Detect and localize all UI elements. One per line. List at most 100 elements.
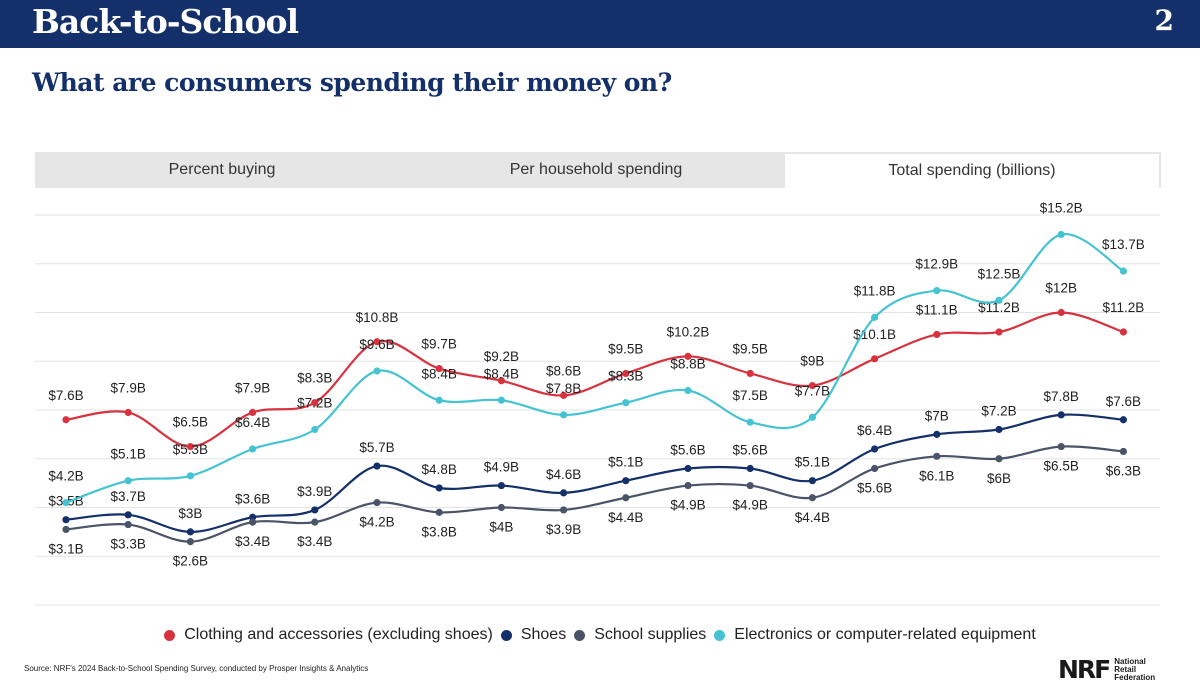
data-label-school-supplies: $6.3B [1106, 463, 1141, 478]
data-point-school-supplies [746, 481, 754, 490]
data-label-school-supplies: $4.4B [608, 510, 643, 525]
data-label-electronics: $9.6B [359, 337, 394, 352]
data-label-school-supplies: $4.4B [795, 510, 830, 525]
data-point-clothing [124, 408, 132, 417]
data-point-school-supplies [311, 518, 319, 526]
series-line-electronics [65, 233, 1125, 504]
data-point-clothing [186, 442, 194, 451]
source-note: Source: NRF's 2024 Back-to-School Spendi… [24, 664, 369, 673]
tab-total-spending[interactable]: Total spending (billions) [783, 152, 1161, 188]
data-label-school-supplies: $3.4B [297, 534, 332, 549]
data-label-clothing: $7.9B [111, 380, 146, 395]
data-label-clothing: $6.5B [173, 415, 208, 430]
data-label-clothing: $10.2B [667, 324, 710, 339]
data-point-school-supplies [560, 506, 568, 514]
data-label-shoes: $5.1B [608, 455, 643, 470]
data-label-shoes: $5.6B [670, 443, 705, 458]
header-bar: Back-to-School 2 [0, 0, 1200, 48]
data-point-electronics [1057, 230, 1065, 239]
data-point-school-supplies [124, 520, 132, 529]
data-label-clothing: $9B [800, 354, 824, 369]
data-point-clothing [560, 391, 568, 399]
data-point-shoes [995, 425, 1003, 434]
series-line-shoes [65, 413, 1124, 533]
data-point-school-supplies [186, 538, 194, 546]
data-point-shoes [124, 511, 132, 519]
legend-dot-school-supplies [574, 629, 586, 641]
page-number: 2 [1154, 4, 1174, 37]
data-point-electronics [186, 472, 194, 480]
data-label-electronics: $5.1B [111, 447, 146, 462]
data-label-school-supplies: $3.3B [111, 537, 146, 552]
data-label-clothing: $9.5B [608, 341, 643, 356]
data-label-school-supplies: $4.9B [670, 498, 705, 513]
data-label-school-supplies: $5.6B [857, 481, 892, 496]
data-label-clothing: $11.1B [916, 302, 958, 317]
data-point-electronics [373, 367, 381, 375]
legend-label-school-supplies: School supplies [594, 626, 707, 643]
data-label-school-supplies: $3.8B [422, 524, 457, 539]
data-point-school-supplies [684, 481, 692, 490]
data-point-clothing [746, 369, 754, 378]
data-label-shoes: $6.4B [857, 423, 892, 438]
data-point-electronics [311, 425, 319, 434]
data-label-shoes: $7.2B [981, 404, 1016, 419]
legend-label-clothing: Clothing and accessories (excluding shoe… [184, 626, 493, 643]
data-label-clothing: $9.2B [484, 349, 519, 364]
data-label-electronics: $5.3B [173, 442, 208, 457]
data-label-shoes: $4.8B [422, 462, 457, 477]
data-label-shoes: $3.9B [297, 484, 332, 499]
data-point-clothing [684, 352, 692, 360]
data-point-shoes [1057, 411, 1065, 419]
data-label-electronics: $12.5B [978, 266, 1021, 281]
data-label-shoes: $7.6B [1106, 394, 1141, 409]
data-point-school-supplies [249, 518, 257, 526]
data-label-electronics: $7.8B [546, 381, 581, 396]
data-point-electronics [435, 396, 443, 404]
data-point-electronics [995, 296, 1003, 304]
data-label-school-supplies: $3.9B [546, 522, 581, 537]
data-label-shoes: $4.6B [546, 467, 581, 482]
data-point-clothing [1119, 328, 1127, 336]
data-label-shoes: $5.6B [733, 443, 768, 458]
data-label-clothing: $11.2B [978, 300, 1020, 315]
data-point-school-supplies [1119, 447, 1127, 456]
data-label-shoes: $3.7B [111, 489, 146, 504]
data-label-electronics: $12.9B [915, 257, 958, 272]
data-point-school-supplies [871, 464, 879, 473]
logo-line-2: Retail [1114, 664, 1137, 674]
data-label-shoes: $3.6B [235, 491, 270, 506]
data-label-clothing: $8.6B [546, 363, 581, 378]
data-point-shoes [746, 464, 754, 473]
data-point-electronics [1119, 267, 1127, 275]
data-label-shoes: $7B [925, 408, 949, 423]
logo-words: National Retail Federation [1114, 657, 1156, 682]
data-label-electronics: $4.2B [48, 469, 83, 484]
logo-mark: NRF [1058, 655, 1111, 684]
data-point-school-supplies [622, 494, 630, 502]
data-label-shoes: $5.7B [359, 440, 394, 455]
tab-per-household-spending[interactable]: Per household spending [509, 161, 683, 178]
data-point-clothing [995, 328, 1003, 336]
data-point-clothing [622, 369, 630, 378]
data-label-school-supplies: $3.4B [235, 534, 270, 549]
data-label-school-supplies: $2.6B [173, 554, 208, 569]
data-point-school-supplies [808, 494, 817, 502]
data-label-electronics: $8.3B [608, 369, 643, 384]
data-point-school-supplies [933, 452, 941, 460]
logo-line-3: Federation [1114, 672, 1156, 682]
data-point-shoes [373, 462, 381, 470]
data-point-clothing [808, 382, 817, 390]
chart-legend: Clothing and accessories (excluding shoe… [0, 626, 1200, 644]
tab-percent-buying[interactable]: Percent buying [168, 161, 276, 178]
data-point-school-supplies [373, 499, 381, 507]
data-point-clothing [871, 355, 879, 363]
page-title: Back-to-School [32, 2, 299, 41]
data-label-clothing: $9.5B [733, 341, 768, 356]
data-point-shoes [933, 430, 941, 438]
legend-item-clothing: Clothing and accessories (excluding shoe… [164, 626, 493, 644]
data-label-shoes: $3B [178, 506, 202, 521]
data-label-shoes: $4.9B [484, 460, 519, 475]
data-point-shoes [560, 489, 568, 497]
data-point-clothing [249, 408, 257, 417]
